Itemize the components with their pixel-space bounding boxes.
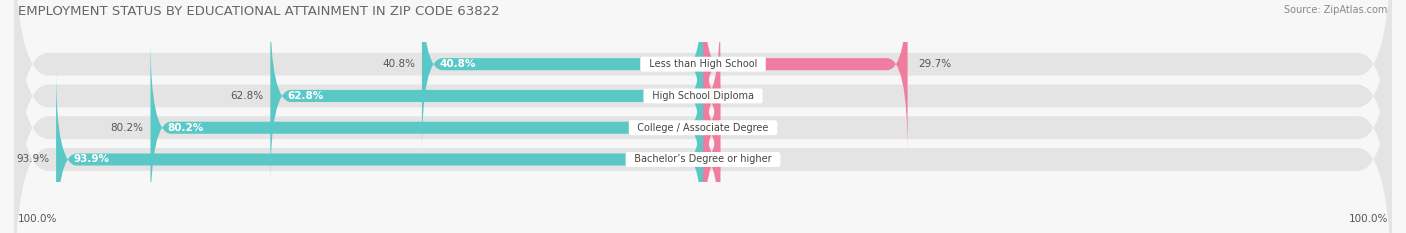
FancyBboxPatch shape <box>14 0 1392 212</box>
Text: 0.0%: 0.0% <box>731 123 756 133</box>
Text: College / Associate Degree: College / Associate Degree <box>631 123 775 133</box>
FancyBboxPatch shape <box>700 38 724 217</box>
FancyBboxPatch shape <box>14 12 1392 233</box>
Text: 100.0%: 100.0% <box>1348 214 1388 224</box>
Text: 93.9%: 93.9% <box>73 154 110 164</box>
FancyBboxPatch shape <box>14 0 1392 233</box>
Text: High School Diploma: High School Diploma <box>645 91 761 101</box>
Text: 62.8%: 62.8% <box>231 91 263 101</box>
Text: Source: ZipAtlas.com: Source: ZipAtlas.com <box>1284 5 1388 15</box>
FancyBboxPatch shape <box>56 70 703 233</box>
FancyBboxPatch shape <box>422 0 703 154</box>
FancyBboxPatch shape <box>270 7 703 185</box>
Text: 29.7%: 29.7% <box>918 59 950 69</box>
FancyBboxPatch shape <box>14 0 1392 233</box>
Text: 40.8%: 40.8% <box>382 59 415 69</box>
Text: Less than High School: Less than High School <box>643 59 763 69</box>
Text: 0.0%: 0.0% <box>731 154 756 164</box>
FancyBboxPatch shape <box>703 0 908 154</box>
FancyBboxPatch shape <box>700 7 724 185</box>
Text: 62.8%: 62.8% <box>288 91 323 101</box>
Text: Bachelor’s Degree or higher: Bachelor’s Degree or higher <box>628 154 778 164</box>
FancyBboxPatch shape <box>150 38 703 217</box>
FancyBboxPatch shape <box>700 70 724 233</box>
Text: 40.8%: 40.8% <box>439 59 475 69</box>
Text: 100.0%: 100.0% <box>18 214 58 224</box>
Text: 80.2%: 80.2% <box>167 123 204 133</box>
Text: 93.9%: 93.9% <box>15 154 49 164</box>
Text: 0.0%: 0.0% <box>731 91 756 101</box>
Text: 80.2%: 80.2% <box>111 123 143 133</box>
Text: EMPLOYMENT STATUS BY EDUCATIONAL ATTAINMENT IN ZIP CODE 63822: EMPLOYMENT STATUS BY EDUCATIONAL ATTAINM… <box>18 5 501 18</box>
